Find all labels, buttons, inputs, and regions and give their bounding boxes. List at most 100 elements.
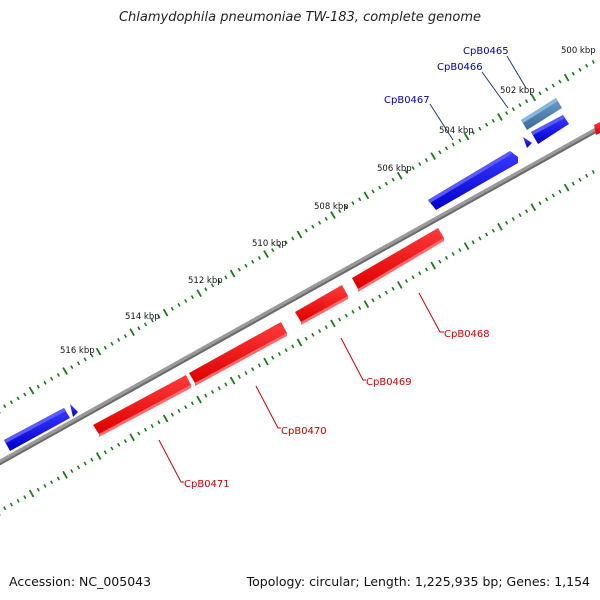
- inner-tick: [330, 319, 336, 328]
- inner-tick: [463, 242, 470, 251]
- inner-tick: [150, 424, 154, 428]
- inner-tick: [291, 344, 295, 349]
- scale-label-500: 500 kbp: [561, 46, 596, 56]
- scale-label-514: 514 kbp: [125, 312, 160, 322]
- leader-CpB0471: [158, 439, 184, 483]
- inner-tick: [585, 173, 589, 178]
- gene-label-CpB0471[interactable]: CpB0471: [184, 479, 230, 490]
- gene-CpB0465[interactable]: [521, 98, 562, 130]
- genome-backbone-shade: [0, 128, 600, 466]
- outer-tick: [103, 345, 107, 350]
- leader-CpB0470: [255, 385, 281, 429]
- inner-tick: [505, 220, 509, 225]
- outer-tick: [545, 87, 549, 92]
- outer-tick: [463, 132, 470, 141]
- outer-tick: [485, 122, 489, 127]
- outer-tick: [50, 376, 54, 381]
- outer-tick: [444, 146, 449, 151]
- outer-tick: [430, 152, 436, 161]
- inner-tick: [83, 461, 87, 466]
- inner-tick: [296, 338, 303, 347]
- genome-title: Chlamydophila pneumoniae TW-183, complet…: [118, 10, 482, 25]
- outer-tick: [418, 162, 422, 167]
- outer-tick: [304, 228, 308, 233]
- inner-tick: [551, 193, 555, 198]
- gene-CpB0467[interactable]: [428, 151, 518, 210]
- outer-tick: [257, 255, 261, 260]
- outer-tick: [451, 142, 455, 147]
- outer-tick: [43, 380, 47, 385]
- outer-tick: [318, 220, 322, 225]
- gene-CpB0469[interactable]: [295, 285, 348, 325]
- gene-CpB0468[interactable]: [352, 228, 444, 292]
- gene-label-CpB0469[interactable]: CpB0469: [366, 377, 412, 388]
- outer-tick: [324, 216, 328, 221]
- gene-label-CpB0465[interactable]: CpB0465: [463, 46, 509, 57]
- outer-tick: [563, 73, 570, 82]
- outer-tick: [190, 295, 194, 300]
- outer-tick: [263, 250, 269, 258]
- inner-tick: [384, 290, 388, 295]
- inner-tick: [137, 431, 141, 436]
- gene-CpB0471[interactable]: [93, 375, 191, 437]
- scale-label-516: 516 kbp: [60, 346, 95, 356]
- gene-label-CpB0467[interactable]: CpB0467: [384, 95, 430, 106]
- gene-CpB0470[interactable]: [189, 322, 287, 386]
- outer-tick: [397, 171, 403, 180]
- inner-tick: [204, 393, 208, 398]
- gene-CpB0466[interactable]: [523, 115, 569, 148]
- outer-tick: [571, 71, 575, 76]
- outer-tick: [578, 67, 582, 72]
- inner-tick: [318, 329, 322, 334]
- gene-label-CpB0470[interactable]: CpB0470: [281, 426, 327, 437]
- outer-tick: [591, 59, 595, 64]
- inner-tick: [43, 484, 47, 488]
- scale-label-508: 508 kbp: [314, 202, 349, 212]
- inner-tick: [170, 412, 174, 417]
- outer-tick: [23, 392, 27, 397]
- inner-tick: [378, 294, 382, 299]
- scale-label-506: 506 kbp: [377, 164, 412, 174]
- inner-tick: [129, 433, 135, 442]
- outer-tick: [204, 287, 208, 292]
- inner-tick: [578, 177, 582, 182]
- inner-tick-track: [0, 169, 595, 516]
- inner-tick: [3, 506, 7, 511]
- outer-tick: [351, 201, 355, 206]
- outer-tick: [90, 353, 94, 358]
- inner-tick: [304, 336, 308, 341]
- inner-tick: [438, 259, 442, 264]
- inner-tick: [244, 371, 248, 375]
- outer-tick-track: [0, 59, 595, 414]
- inner-tick: [9, 502, 13, 507]
- outer-tick: [338, 209, 342, 214]
- outer-tick: [9, 400, 13, 405]
- outer-tick: [28, 386, 35, 395]
- inner-tick: [311, 332, 315, 337]
- outer-tick: [137, 326, 141, 331]
- inner-tick: [558, 189, 562, 194]
- gene-right-edge[interactable]: [594, 122, 600, 135]
- inner-tick: [217, 386, 221, 391]
- outer-tick: [143, 322, 148, 327]
- gene-label-CpB0468[interactable]: CpB0468: [444, 329, 490, 340]
- inner-tick: [23, 495, 27, 500]
- inner-tick: [511, 216, 515, 221]
- inner-tick: [430, 261, 436, 270]
- inner-tick: [591, 169, 595, 174]
- gene-left-forward[interactable]: [4, 404, 78, 451]
- inner-tick: [518, 213, 522, 218]
- outer-tick: [70, 365, 74, 370]
- inner-tick: [251, 367, 255, 372]
- outer-tick: [551, 83, 555, 88]
- inner-tick: [190, 401, 194, 406]
- inner-tick: [277, 351, 281, 356]
- outer-tick: [511, 107, 515, 112]
- inner-tick: [143, 427, 148, 432]
- outer-tick: [438, 150, 442, 155]
- outer-tick: [497, 113, 503, 121]
- inner-tick: [491, 228, 495, 233]
- gene-label-CpB0466[interactable]: CpB0466: [437, 62, 483, 73]
- outer-tick: [458, 138, 462, 143]
- inner-tick: [284, 348, 288, 353]
